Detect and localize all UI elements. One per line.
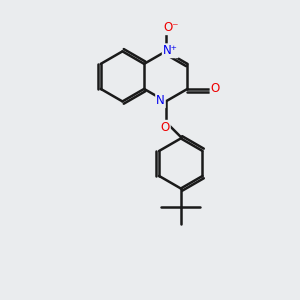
Text: O: O [211, 82, 220, 95]
Text: O⁻: O⁻ [163, 21, 179, 34]
Text: O: O [160, 121, 170, 134]
Text: N: N [156, 94, 165, 107]
Text: N⁺: N⁺ [163, 44, 178, 57]
